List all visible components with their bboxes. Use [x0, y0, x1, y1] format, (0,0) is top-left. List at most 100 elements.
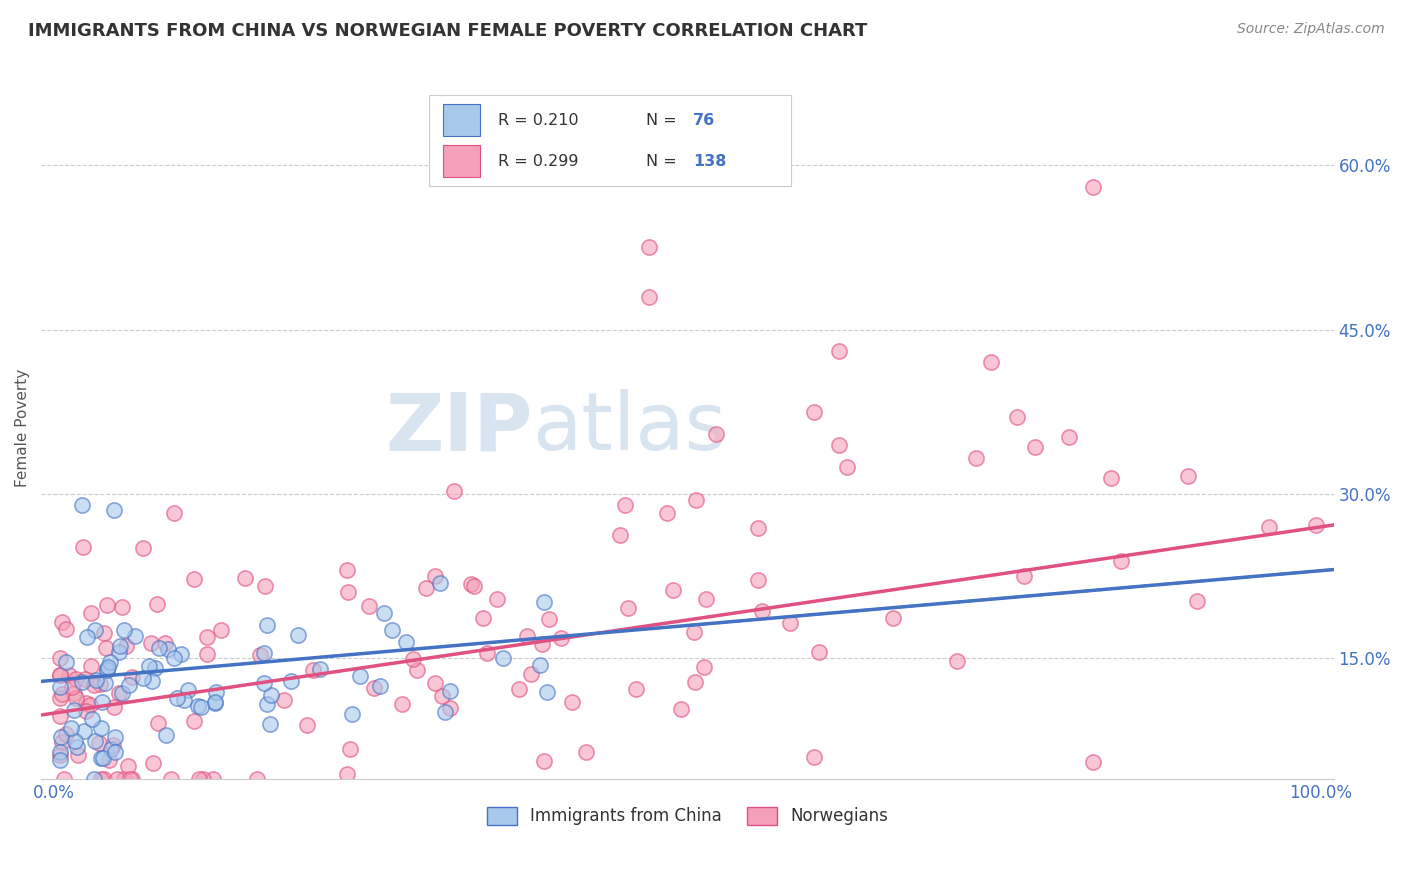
- Point: [131, 541, 153, 555]
- Point: [104, 745, 127, 759]
- Point: [55, 622, 77, 636]
- Point: [89, 736, 111, 750]
- Point: [73, 724, 96, 739]
- Point: [82, 712, 104, 726]
- Point: [533, 754, 555, 768]
- Point: [177, 682, 200, 697]
- Point: [492, 651, 515, 665]
- Point: [112, 623, 135, 637]
- Point: [1059, 430, 1081, 444]
- Point: [246, 772, 269, 786]
- Point: [561, 695, 583, 709]
- Point: [60, 722, 83, 736]
- Point: [103, 699, 125, 714]
- Point: [120, 772, 142, 786]
- Point: [253, 647, 276, 661]
- Point: [1005, 410, 1028, 425]
- Point: [70, 498, 93, 512]
- Point: [73, 672, 96, 686]
- Point: [695, 591, 717, 606]
- Text: Source: ZipAtlas.com: Source: ZipAtlas.com: [1237, 22, 1385, 37]
- Point: [529, 658, 551, 673]
- Point: [475, 646, 498, 660]
- Point: [373, 606, 395, 620]
- Point: [49, 709, 72, 723]
- Point: [1081, 180, 1104, 194]
- Point: [79, 606, 101, 620]
- Point: [91, 695, 114, 709]
- Point: [287, 628, 309, 642]
- Point: [980, 355, 1002, 369]
- Point: [661, 582, 683, 597]
- Point: [108, 639, 131, 653]
- Point: [63, 703, 86, 717]
- Point: [108, 645, 131, 659]
- Point: [336, 584, 359, 599]
- Point: [280, 673, 302, 688]
- Point: [779, 615, 801, 630]
- Point: [49, 668, 72, 682]
- Y-axis label: Female Poverty: Female Poverty: [15, 369, 30, 487]
- Point: [86, 673, 108, 688]
- Point: [381, 623, 404, 637]
- Point: [520, 666, 543, 681]
- Point: [704, 427, 727, 442]
- Point: [425, 675, 447, 690]
- Point: [443, 483, 465, 498]
- Point: [405, 664, 427, 678]
- Point: [142, 756, 165, 771]
- Point: [1109, 554, 1132, 568]
- Point: [1305, 518, 1327, 533]
- Point: [835, 460, 858, 475]
- Point: [103, 738, 125, 752]
- Point: [65, 691, 87, 706]
- Point: [260, 688, 283, 702]
- Point: [187, 772, 209, 786]
- Point: [965, 451, 987, 466]
- Point: [357, 599, 380, 613]
- Point: [1099, 471, 1122, 485]
- Point: [159, 772, 181, 786]
- Point: [638, 290, 661, 304]
- Point: [471, 610, 494, 624]
- Point: [84, 623, 107, 637]
- Point: [516, 629, 538, 643]
- Point: [183, 714, 205, 729]
- Point: [807, 645, 830, 659]
- Point: [49, 747, 72, 762]
- Point: [75, 696, 97, 710]
- Point: [96, 598, 118, 612]
- Point: [617, 601, 640, 615]
- Point: [111, 686, 134, 700]
- Text: atlas: atlas: [533, 389, 727, 467]
- Point: [66, 748, 89, 763]
- Point: [173, 693, 195, 707]
- Point: [460, 577, 482, 591]
- Point: [638, 240, 661, 254]
- Point: [1177, 468, 1199, 483]
- Point: [1257, 520, 1279, 534]
- Point: [51, 615, 73, 630]
- Point: [463, 578, 485, 592]
- Point: [395, 635, 418, 649]
- Point: [486, 591, 509, 606]
- Point: [747, 573, 769, 587]
- Point: [828, 437, 851, 451]
- Point: [83, 678, 105, 692]
- Point: [1185, 593, 1208, 607]
- Point: [430, 690, 453, 704]
- Point: [97, 659, 120, 673]
- Point: [72, 675, 94, 690]
- Point: [79, 698, 101, 713]
- Point: [533, 595, 555, 609]
- Point: [65, 672, 87, 686]
- Point: [111, 599, 134, 614]
- Point: [49, 667, 72, 681]
- Point: [336, 563, 359, 577]
- Point: [439, 684, 461, 698]
- Point: [105, 772, 128, 786]
- Point: [946, 654, 969, 668]
- Point: [254, 579, 277, 593]
- Point: [201, 772, 224, 786]
- Point: [195, 648, 218, 662]
